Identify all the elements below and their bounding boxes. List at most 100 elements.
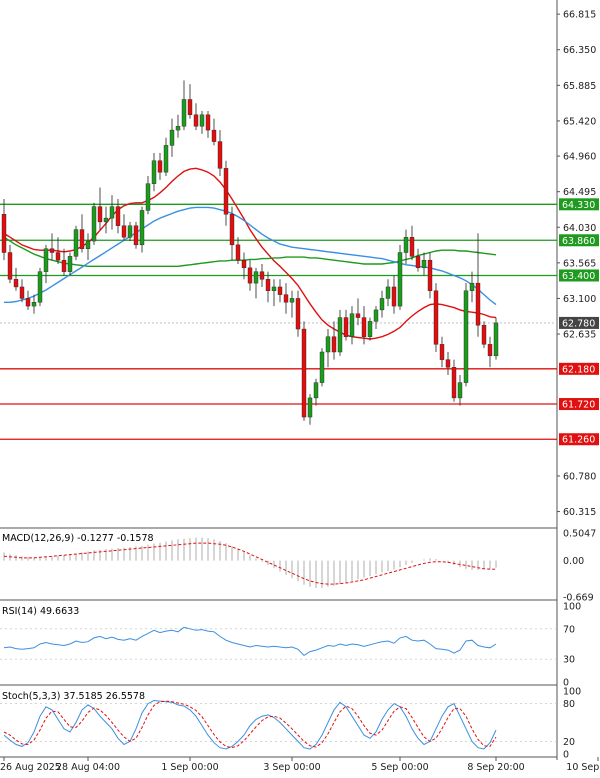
candle-body — [253, 271, 259, 284]
candle-body — [439, 344, 445, 360]
candle-body — [187, 99, 193, 115]
candle-body — [43, 248, 49, 272]
candle-body — [469, 282, 475, 291]
candle-body — [391, 286, 397, 307]
stoch-y-tick-label: 100 — [563, 687, 581, 698]
candle-body — [67, 256, 73, 272]
resistance-level-tag — [559, 234, 599, 247]
rsi-y-tick-label: 100 — [563, 602, 581, 613]
candle-body — [211, 129, 217, 142]
support-level-tag — [559, 362, 599, 375]
candle-body — [217, 141, 223, 169]
candle-body — [127, 225, 133, 238]
candle-body — [145, 183, 151, 211]
y-tick-label: 63.100 — [563, 294, 596, 305]
candle-body — [361, 317, 367, 337]
resistance-level-label: 63.860 — [562, 236, 595, 247]
candle-body — [241, 259, 247, 269]
support-level-label: 61.720 — [562, 400, 595, 411]
candle-body — [277, 286, 283, 295]
candle-body — [139, 210, 145, 246]
candle-body — [493, 322, 499, 357]
macd-y-tick-label: -0.669 — [563, 593, 594, 604]
candle-body — [55, 252, 61, 261]
resistance-level-label: 63.400 — [562, 271, 595, 282]
candle-body — [13, 279, 19, 288]
candle-body — [205, 114, 211, 131]
y-tick-label: 65.885 — [563, 81, 596, 92]
y-tick-label: 60.315 — [563, 507, 596, 518]
moving-average-line-2 — [4, 206, 497, 306]
candle-body — [181, 99, 187, 127]
support-level-label: 61.260 — [562, 435, 595, 446]
y-tick-label: 65.420 — [563, 116, 596, 127]
candle-body — [31, 302, 37, 307]
candle-body — [343, 317, 349, 337]
candle-body — [7, 252, 13, 280]
candle-body — [427, 259, 433, 291]
candle-body — [409, 237, 415, 257]
candle-body — [307, 397, 313, 418]
y-tick-label: 63.565 — [563, 258, 596, 269]
candle-body — [73, 229, 79, 257]
x-tick-label: 10 Sep 20:00 — [566, 762, 600, 773]
candle-body — [313, 382, 319, 399]
candle-body — [373, 309, 379, 322]
candle-body — [283, 294, 289, 303]
rsi-y-tick-label: 0 — [563, 678, 569, 689]
candle-body — [295, 298, 301, 330]
macd-y-tick-label: 0.00 — [563, 556, 584, 567]
candle-body — [403, 237, 409, 253]
candle-body — [289, 298, 295, 303]
y-tick-label: 66.815 — [563, 10, 596, 21]
candle-body — [157, 160, 163, 173]
candle-body — [91, 206, 97, 242]
candle-body — [301, 328, 307, 418]
y-tick-label: 66.350 — [563, 45, 596, 56]
y-tick-label: 64.960 — [563, 152, 596, 163]
candle-body — [61, 259, 67, 272]
candle-body — [355, 313, 361, 318]
rsi-line — [3, 626, 497, 657]
candle-body — [175, 126, 181, 131]
candle-body — [385, 286, 391, 299]
x-tick-label: 3 Sep 00:00 — [263, 762, 320, 773]
resistance-level-tag — [559, 198, 599, 211]
candle-body — [133, 225, 139, 246]
candle-body — [415, 256, 421, 269]
candle-body — [37, 271, 43, 303]
resistance-level-label: 64.330 — [562, 200, 595, 211]
rsi-y-tick-label: 30 — [563, 655, 575, 666]
candle-body — [319, 351, 325, 383]
candle-body — [457, 382, 463, 399]
stoch-y-tick-label: 0 — [563, 750, 569, 761]
candle-body — [325, 336, 331, 353]
candle-body — [229, 214, 235, 246]
candle-body — [367, 321, 373, 337]
x-tick-label: 26 Aug 2025 — [0, 762, 61, 773]
candle-body — [223, 168, 229, 215]
current-price-label: 62.780 — [562, 318, 595, 329]
y-tick-label: 62.635 — [563, 330, 596, 341]
x-tick-label: 8 Sep 20:00 — [467, 762, 524, 773]
candle-body — [199, 114, 205, 127]
candle-body — [49, 248, 55, 253]
x-tick-label: 5 Sep 00:00 — [371, 762, 428, 773]
candle-body — [193, 114, 199, 127]
support-level-label: 62.180 — [562, 364, 595, 375]
candle-body — [463, 290, 469, 383]
stoch-k-line — [3, 699, 497, 750]
candle-body — [1, 214, 7, 253]
candle-body — [397, 252, 403, 307]
candle-body — [163, 145, 169, 173]
macd-label: MACD(12,26,9) -0.1277 -0.1578 — [2, 533, 154, 544]
candle-body — [271, 286, 277, 291]
candle-body — [331, 336, 337, 353]
support-level-tag — [559, 398, 599, 411]
current-price-tag — [559, 316, 599, 329]
candle-body — [103, 217, 109, 223]
y-tick-label: 60.780 — [563, 471, 596, 482]
candle-body — [121, 225, 127, 238]
candle-body — [115, 206, 121, 226]
